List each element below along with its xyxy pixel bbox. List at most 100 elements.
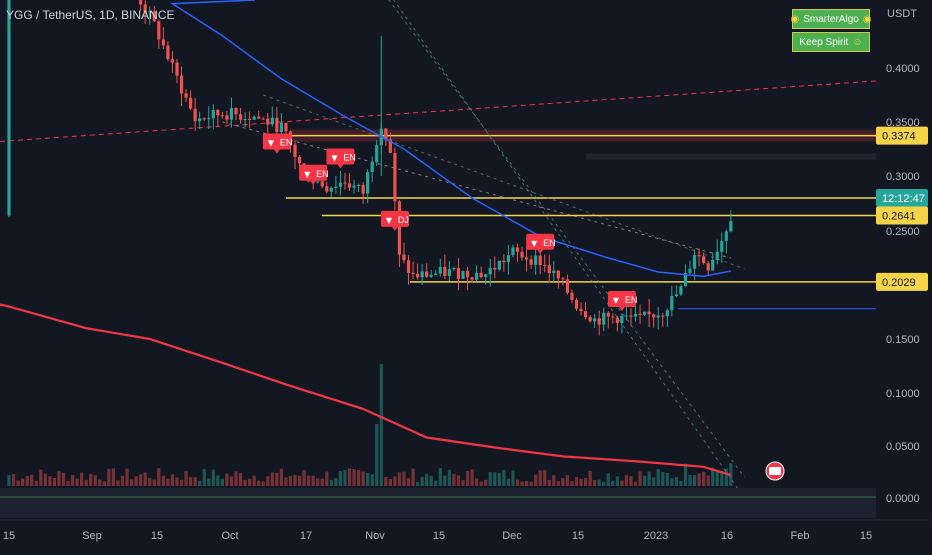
candle-body [720, 240, 724, 252]
volume-bar [674, 476, 678, 486]
volume-bar [80, 472, 84, 486]
volume-bar [711, 467, 715, 486]
candle-body [284, 122, 288, 132]
volume-bar [574, 477, 579, 486]
volume-bar [347, 468, 352, 486]
candle-body [161, 39, 165, 46]
volume-bar [189, 477, 193, 486]
candle-body [329, 187, 333, 192]
signal-pointer [310, 180, 317, 185]
volume-bar [570, 481, 574, 486]
volume-bar [416, 481, 420, 486]
smarteralgo-badge[interactable]: ◉ SmarterAlgo ◉ [790, 9, 872, 29]
volume-bar [93, 475, 97, 486]
candle-body [252, 116, 256, 120]
volume-bar [21, 478, 25, 486]
y-tick-label: 0.4000 [886, 63, 920, 75]
candle-body [538, 255, 542, 266]
candle-body [547, 265, 551, 274]
volume-bar [284, 477, 288, 486]
volume-bar [397, 472, 402, 486]
signal-label: ▼ EN [607, 291, 638, 312]
signal-text: EN [625, 295, 638, 305]
candle-body [234, 108, 238, 115]
keep-spirit-badge[interactable]: Keep Spirit ☺ [792, 32, 870, 52]
candle-body [175, 62, 179, 76]
candle-body [225, 115, 229, 120]
candle-body [456, 267, 461, 279]
candle-body [370, 162, 374, 173]
volume-bar [384, 476, 388, 486]
volume-bar [152, 479, 156, 486]
volume-bar [547, 479, 551, 486]
candle-body [579, 308, 583, 312]
candle-body [198, 118, 202, 122]
candle-body [139, 0, 143, 5]
candles-group [7, 0, 733, 336]
candle-body [148, 11, 152, 13]
volume-bar [243, 480, 247, 486]
volume-bar [57, 471, 61, 486]
candle-body [220, 115, 224, 117]
candle-body [574, 300, 579, 309]
volume-bar [561, 478, 565, 486]
volume-bar [511, 470, 515, 486]
candle-body [615, 317, 619, 324]
candle-body [334, 186, 338, 188]
candle-body [216, 110, 220, 116]
volume-bar [461, 480, 465, 486]
candle-body [461, 270, 465, 279]
y-tick-label: 0.0500 [886, 441, 920, 453]
volume-bar [102, 481, 106, 486]
candle-body [320, 181, 324, 187]
volume-bar [184, 471, 188, 486]
candle-body [524, 257, 529, 260]
candle-body [597, 318, 601, 325]
volume-bar [125, 468, 129, 486]
candle-body [434, 273, 438, 275]
candle-body [706, 263, 710, 271]
signal-label: ▼ EN [526, 233, 556, 254]
candle-body [729, 221, 733, 232]
badge-label: Keep Spirit [799, 36, 849, 48]
candle-body [611, 316, 615, 318]
candle-body [366, 172, 370, 194]
volume-bar [393, 476, 397, 486]
candle-body [488, 267, 492, 275]
volume-bar [588, 470, 592, 486]
volume-bar [479, 481, 483, 486]
price-label-text: 0.2641 [882, 210, 916, 222]
signal-box [299, 164, 328, 181]
volume-bar [484, 479, 488, 486]
volume-bar [207, 478, 211, 486]
volume-bar [606, 473, 610, 486]
candle-body [266, 118, 270, 125]
candle-body [275, 117, 279, 133]
trend-line [0, 80, 877, 142]
volume-bar [198, 480, 202, 486]
volume-bar [411, 468, 415, 486]
volume-bar [356, 469, 361, 486]
ma-blue-line [170, 0, 732, 278]
volume-bar [325, 471, 329, 486]
arrow-down-icon: ▼ [613, 296, 620, 305]
volume-bar [593, 480, 597, 486]
volume-bar [11, 474, 16, 486]
candle-body [633, 313, 638, 317]
volume-bar [120, 475, 125, 486]
volume-bar [30, 474, 34, 486]
candle-body [211, 110, 215, 119]
volume-bar [724, 468, 728, 486]
candle-body [588, 317, 592, 322]
volume-bar [406, 478, 411, 486]
volume-bar [220, 478, 224, 486]
volume-bar [338, 471, 343, 486]
volume-bar [425, 473, 429, 486]
candle-body [647, 311, 651, 315]
x-tick-label: Sep [82, 530, 102, 542]
candle-body [388, 139, 392, 153]
volume-bar [515, 479, 520, 486]
volume-bar [302, 470, 306, 486]
